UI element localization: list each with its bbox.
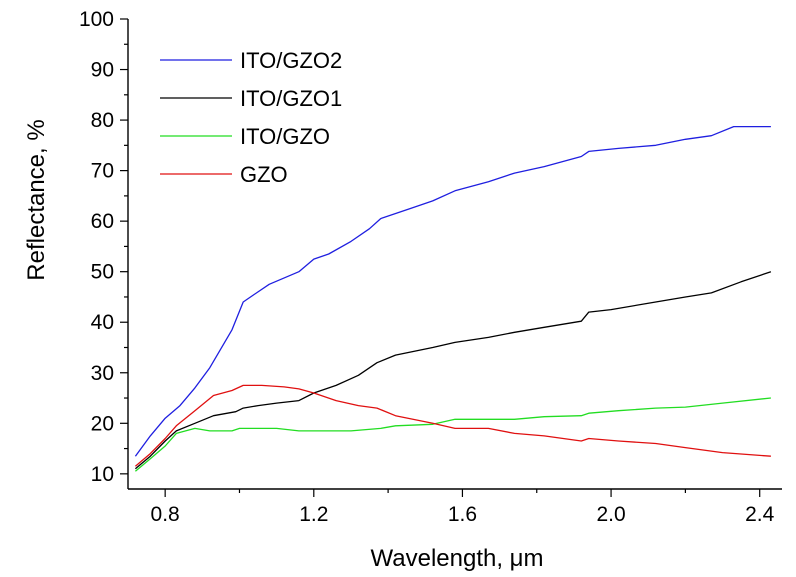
y-tick-label: 10 [91,463,114,486]
legend-label: ITO/GZO [240,124,330,149]
x-axis-label: Wavelength, μm [370,545,543,572]
series-line-gzo [134,384,771,467]
legend-label: ITO/GZO2 [240,48,342,73]
y-tick-label: 40 [91,311,114,334]
x-tick-label: 1.6 [448,503,477,526]
x-axis-ticks: 0.8 1.2 1.6 2.0 2.4 [151,489,775,526]
series-line-ito-gzo2 [134,125,771,457]
y-axis-ticks: 10 20 30 40 50 60 70 80 90 100 [79,8,128,486]
series-layer [134,125,772,472]
x-tick-label: 0.8 [151,503,180,526]
axes [127,19,782,490]
y-tick-label: 20 [91,412,114,435]
y-tick-label: 90 [91,59,114,82]
legend-label: GZO [240,162,288,187]
x-tick-label: 1.2 [299,503,328,526]
y-axis-label: Reflectance, % [23,119,50,280]
y-tick-label: 70 [91,160,114,183]
y-tick-label: 60 [91,210,114,233]
y-tick-label: 30 [91,362,114,385]
x-tick-label: 2.4 [745,503,775,526]
y-tick-label: 50 [91,261,114,284]
legend: ITO/GZO2 ITO/GZO1 ITO/GZO GZO [160,48,342,187]
x-tick-label: 2.0 [596,503,625,526]
y-tick-label: 80 [91,109,114,132]
y-tick-label: 100 [79,8,114,31]
legend-label: ITO/GZO1 [240,86,342,111]
series-line-ito-gzo [134,397,771,472]
series-line-ito-gzo1 [134,271,772,470]
